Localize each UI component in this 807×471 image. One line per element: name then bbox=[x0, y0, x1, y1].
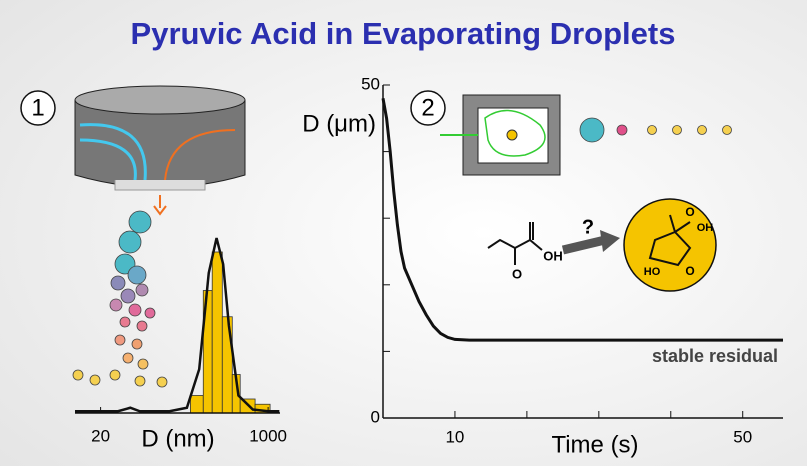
data-line bbox=[381, 98, 783, 342]
reaction bbox=[487, 198, 717, 292]
histogram-bar bbox=[190, 395, 204, 414]
x-tick-label: 20 bbox=[91, 426, 110, 445]
y-tick-label: 0 bbox=[371, 407, 380, 426]
x-axis-label: D (nm) bbox=[141, 425, 214, 452]
x-tick-label: 10 bbox=[445, 427, 464, 446]
reaction-label: O bbox=[685, 205, 694, 219]
levitator bbox=[440, 94, 561, 176]
droplets bbox=[72, 210, 168, 388]
panel-number: 2 bbox=[421, 94, 434, 121]
title: Pyruvic Acid in Evaporating Droplets bbox=[131, 16, 676, 51]
fit-curve bbox=[75, 237, 280, 413]
reaction-label: O bbox=[685, 264, 694, 278]
panel-badge bbox=[20, 90, 56, 126]
x-axis-label: Time (s) bbox=[551, 431, 638, 458]
reaction-label: OH bbox=[697, 222, 714, 234]
reaction-label: O bbox=[512, 266, 522, 281]
apparatus bbox=[74, 85, 246, 216]
panel-badge bbox=[410, 90, 446, 126]
y-axis-label: D (μm) bbox=[302, 110, 376, 137]
droplet-series bbox=[579, 117, 732, 143]
annotation: stable residual bbox=[652, 346, 778, 366]
reaction-label: OH bbox=[543, 248, 563, 263]
reaction-label: HO bbox=[644, 266, 661, 278]
x-tick-label: 1000 bbox=[249, 426, 287, 445]
reaction-label: ? bbox=[582, 216, 594, 238]
x-tick-label: 50 bbox=[733, 427, 752, 446]
histogram-bar bbox=[211, 251, 223, 414]
panel-number: 1 bbox=[31, 94, 44, 121]
y-tick-label: 50 bbox=[361, 74, 380, 93]
